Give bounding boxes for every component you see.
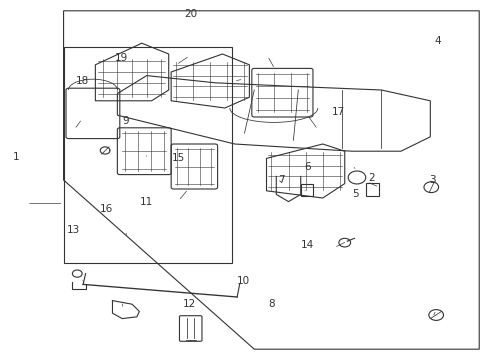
- Text: 18: 18: [75, 76, 89, 86]
- Bar: [300, 184, 312, 196]
- Text: 7: 7: [277, 175, 284, 185]
- Text: 13: 13: [66, 225, 80, 235]
- Text: 19: 19: [114, 53, 128, 63]
- Text: 6: 6: [303, 162, 310, 172]
- Text: 17: 17: [331, 107, 345, 117]
- Text: 5: 5: [352, 189, 359, 199]
- Text: 3: 3: [428, 175, 435, 185]
- Text: 10: 10: [237, 276, 249, 286]
- Text: 1: 1: [13, 152, 20, 162]
- Text: 9: 9: [122, 116, 129, 126]
- Text: 2: 2: [367, 173, 374, 183]
- Text: 15: 15: [171, 153, 185, 163]
- Text: 11: 11: [140, 197, 153, 207]
- Text: 20: 20: [184, 9, 197, 19]
- Text: 16: 16: [100, 204, 113, 214]
- Text: 8: 8: [267, 299, 274, 309]
- Text: 12: 12: [183, 299, 196, 309]
- Text: 14: 14: [300, 240, 313, 250]
- Bar: [365, 183, 379, 196]
- Text: 4: 4: [433, 36, 440, 46]
- Bar: [63, 47, 232, 263]
